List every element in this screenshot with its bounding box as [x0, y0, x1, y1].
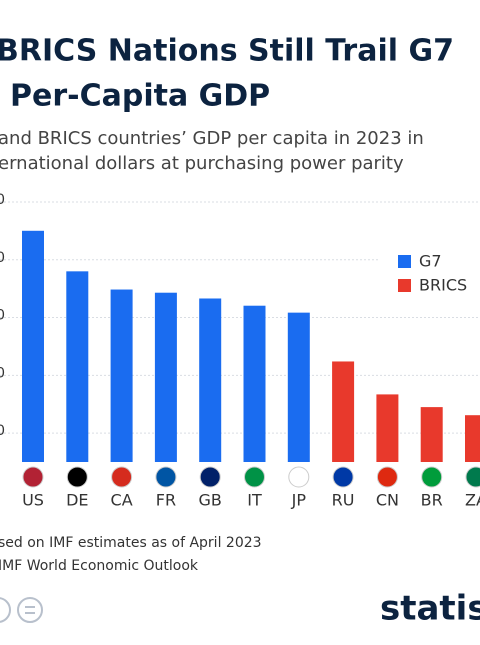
x-tick-label: ZA — [465, 491, 480, 510]
flag — [22, 466, 44, 488]
x-tick-label: GB — [199, 491, 222, 510]
x-tick-label: FR — [156, 491, 176, 510]
y-tick-label: 30,000 — [0, 365, 5, 381]
bar — [199, 298, 222, 462]
flag — [376, 466, 398, 488]
bar — [66, 271, 89, 462]
logo: statist — [380, 589, 480, 629]
bar — [376, 394, 399, 462]
flag — [421, 466, 443, 488]
legend-label: G7 — [419, 252, 442, 271]
flag — [199, 466, 221, 488]
y-tick-label: 90,000 — [0, 192, 5, 208]
flag — [111, 466, 133, 488]
legend-label: BRICS — [419, 276, 467, 295]
legend-swatch — [398, 255, 411, 268]
flag — [66, 466, 88, 488]
y-tick-label: 50,000 — [0, 308, 5, 324]
chart-title: Per-Capita GDP — [10, 79, 270, 114]
y-tick-label: 10,000 — [0, 423, 5, 439]
source: sed on IMF estimates as of April 2023 — [0, 535, 262, 551]
bar — [154, 292, 177, 462]
bar — [287, 312, 310, 462]
x-tick-label: BR — [421, 491, 443, 510]
bar — [332, 361, 355, 462]
x-tick-label: RU — [332, 491, 355, 510]
flag — [288, 466, 310, 488]
subtitle: and BRICS countries’ GDP per capita in 2… — [0, 128, 424, 149]
source: IMF World Economic Outlook — [0, 558, 199, 574]
bar — [243, 305, 266, 462]
flag — [244, 466, 265, 488]
x-tick-label: IT — [247, 491, 262, 510]
x-tick-label: JP — [291, 491, 307, 510]
x-tick-label: CA — [111, 491, 133, 510]
bar — [110, 289, 133, 462]
chart-title: BRICS Nations Still Trail G7 — [0, 34, 454, 69]
legend-swatch — [398, 279, 411, 292]
x-tick-label: CN — [376, 491, 399, 510]
flag — [465, 466, 480, 488]
flag — [332, 466, 354, 488]
x-tick-label: DE — [66, 491, 88, 510]
bar — [22, 230, 44, 462]
icon — [17, 597, 43, 623]
icon — [0, 597, 11, 623]
bar — [420, 407, 443, 462]
legend-box — [380, 243, 480, 305]
y-tick-label: 70,000 — [0, 250, 5, 266]
x-tick-label: US — [22, 491, 44, 510]
subtitle: ernational dollars at purchasing power p… — [0, 153, 404, 174]
flag — [155, 466, 177, 488]
bar — [465, 415, 480, 462]
